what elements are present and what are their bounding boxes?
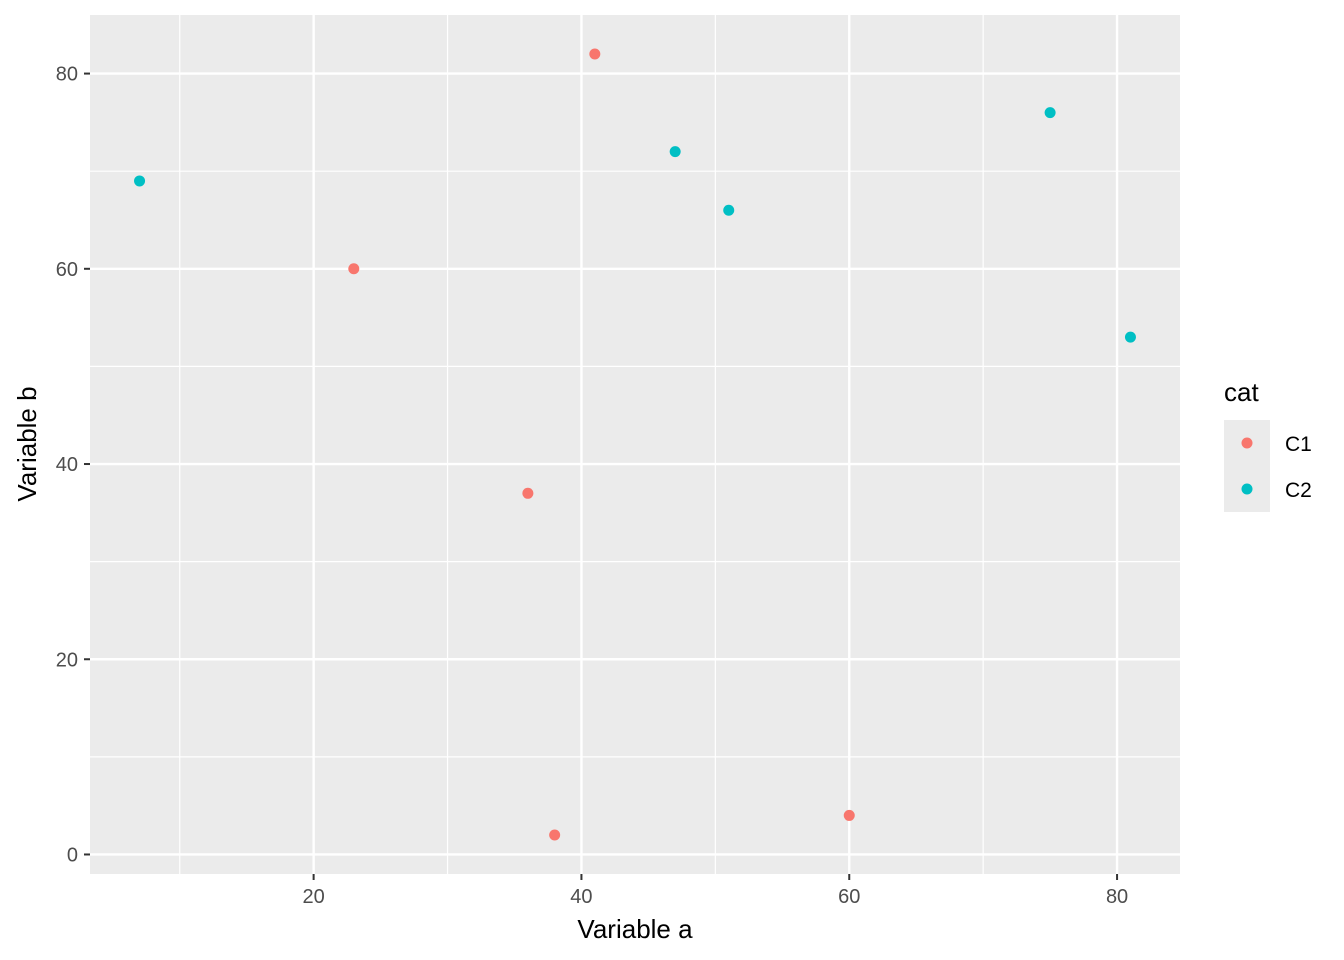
x-tick-label: 80 bbox=[1106, 886, 1128, 908]
panel-background bbox=[90, 15, 1180, 874]
legend-label-c2: C2 bbox=[1285, 479, 1312, 502]
point-c2 bbox=[1044, 107, 1056, 119]
legend-label-c1: C1 bbox=[1285, 433, 1312, 456]
legend-title: cat bbox=[1224, 377, 1259, 407]
legend-key-c1 bbox=[1241, 437, 1253, 449]
point-c2 bbox=[134, 175, 146, 187]
y-tick-label: 60 bbox=[56, 259, 78, 281]
x-axis: 20 40 60 80 bbox=[302, 874, 1128, 908]
y-tick-label: 80 bbox=[56, 64, 78, 86]
major-gridlines bbox=[90, 15, 1180, 874]
y-tick-label: 20 bbox=[56, 649, 78, 671]
point-c1 bbox=[348, 263, 360, 275]
x-tick-label: 60 bbox=[838, 886, 860, 908]
x-tick-label: 20 bbox=[302, 886, 324, 908]
y-axis: 0 20 40 60 80 bbox=[56, 64, 90, 866]
legend-key-c2 bbox=[1241, 483, 1253, 495]
legend: cat C1 C2 bbox=[1224, 377, 1312, 512]
x-axis-title: Variable a bbox=[577, 914, 693, 944]
legend-key-background bbox=[1224, 420, 1270, 512]
point-c2 bbox=[723, 204, 735, 216]
point-c1 bbox=[589, 48, 601, 60]
point-c2 bbox=[669, 146, 681, 158]
point-c1 bbox=[522, 487, 534, 499]
data-points bbox=[134, 48, 1136, 841]
point-c2 bbox=[1124, 331, 1136, 343]
y-tick-label: 0 bbox=[67, 844, 78, 866]
y-tick-label: 40 bbox=[56, 454, 78, 476]
point-c1 bbox=[843, 809, 855, 821]
x-tick-label: 40 bbox=[570, 886, 592, 908]
minor-gridlines bbox=[90, 15, 1180, 874]
y-axis-title: Variable b bbox=[12, 386, 42, 501]
point-c1 bbox=[549, 829, 561, 841]
